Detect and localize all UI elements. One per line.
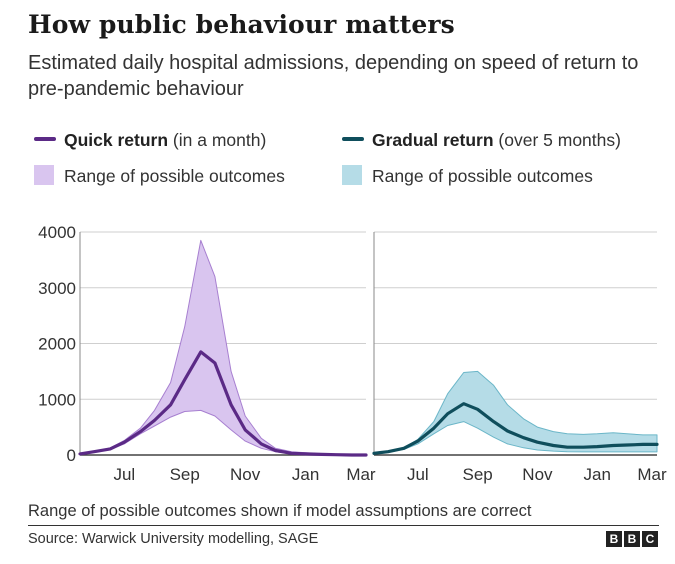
- chart-svg: 0 1000 2000 3000 4000 Jul Sep Nov Jan Mar Jul Sep No…: [38, 223, 667, 484]
- chart-subtitle: Estimated daily hospital admissions, dep…: [28, 52, 639, 100]
- x-tick-label: Sep: [170, 465, 200, 484]
- chart-title: How public behaviour matters: [28, 10, 455, 39]
- x-tick-label: Mar: [637, 465, 667, 484]
- y-tick-label: 2000: [38, 335, 76, 354]
- footnote: Range of possible outcomes shown if mode…: [28, 502, 532, 520]
- legend-quick-label: Quick return: [64, 130, 169, 150]
- x-tick-label: Nov: [230, 465, 261, 484]
- bbc-logo-letter: C: [642, 531, 658, 547]
- x-tick-label: Sep: [463, 465, 493, 484]
- legend-quick-return: Quick return (in a month): [34, 130, 266, 151]
- legend-quick-range: Range of possible outcomes: [34, 165, 285, 187]
- range-band: [79, 239, 367, 456]
- bbc-logo: B B C: [606, 531, 658, 547]
- legend-quick-line: [34, 137, 56, 142]
- series-line: [372, 402, 659, 455]
- series-line: [78, 350, 368, 457]
- legend-gradual-label: Gradual return: [372, 130, 494, 150]
- x-tick-label: Jan: [584, 465, 611, 484]
- x-tick-label: Mar: [346, 465, 376, 484]
- legend-gradual-note: (over 5 months): [493, 130, 621, 150]
- y-tick-label: 4000: [38, 223, 76, 242]
- bbc-logo-letter: B: [606, 531, 622, 547]
- legend-gradual-range: Range of possible outcomes: [342, 165, 593, 187]
- x-tick-label: Jan: [292, 465, 319, 484]
- legend-gradual-line: [342, 137, 364, 142]
- source-text: Source: Warwick University modelling, SA…: [28, 531, 319, 547]
- y-tick-label: 3000: [38, 279, 76, 298]
- legend-quick-note: (in a month): [168, 130, 267, 150]
- x-tick-label: Jul: [113, 465, 135, 484]
- y-tick-label: 0: [67, 446, 76, 465]
- legend-quick-range-swatch: [34, 165, 54, 186]
- legend-gradual-return: Gradual return (over 5 months): [342, 130, 621, 151]
- footer-divider: [28, 525, 659, 526]
- bbc-logo-letter: B: [624, 531, 640, 547]
- legend-quick-range-label: Range of possible outcomes: [64, 166, 285, 186]
- legend-gradual-range-swatch: [342, 165, 362, 186]
- legend-gradual-range-label: Range of possible outcomes: [372, 166, 593, 186]
- x-tick-label: Jul: [407, 465, 429, 484]
- y-tick-label: 1000: [38, 390, 76, 409]
- x-tick-label: Nov: [522, 465, 553, 484]
